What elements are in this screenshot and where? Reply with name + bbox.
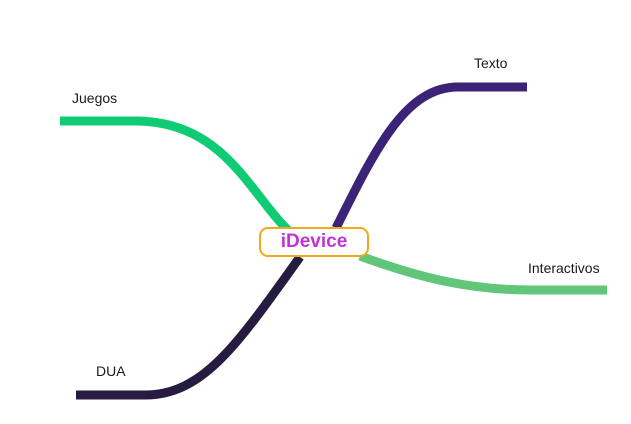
center-node[interactable]: iDevice [259, 227, 369, 257]
branch-line-texto [331, 82, 527, 231]
branch-label-texto[interactable]: Texto [474, 55, 508, 71]
branch-line-interactivos [358, 251, 607, 295]
branch-line-dua [76, 254, 304, 400]
branch-label-dua[interactable]: DUA [96, 363, 126, 379]
branch-label-interactivos[interactable]: Interactivos [528, 260, 600, 276]
center-node-label: iDevice [280, 231, 348, 252]
branch-label-juegos[interactable]: Juegos [72, 90, 118, 106]
branch-line-juegos [60, 116, 294, 236]
